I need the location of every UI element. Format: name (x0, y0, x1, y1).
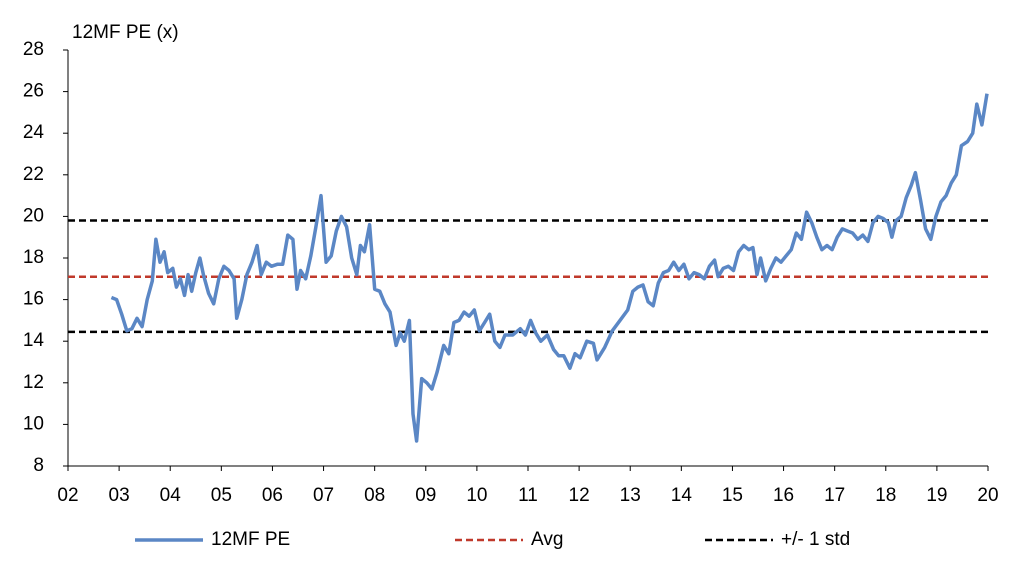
data-line (110, 93, 989, 443)
x-tick-label: 10 (466, 485, 487, 506)
x-tick-label: 07 (313, 485, 334, 506)
x-tick-label: 03 (109, 485, 130, 506)
y-tick-label: 22 (23, 164, 44, 185)
legend-label: +/- 1 std (781, 529, 850, 550)
x-tick-label: 12 (569, 485, 590, 506)
x-tick-label: 11 (518, 485, 538, 506)
x-tick-label: 05 (211, 485, 232, 506)
y-tick-label: 18 (23, 247, 44, 268)
legend-label: Avg (531, 529, 563, 550)
x-tick-label: 15 (722, 485, 743, 506)
x-tick-label: 20 (977, 485, 998, 506)
y-axis-title: 12MF PE (x) (72, 22, 179, 43)
y-tick-label: 16 (23, 289, 44, 310)
x-tick-label: 13 (620, 485, 641, 506)
y-tick-label: 10 (23, 413, 44, 434)
x-tick-label: 09 (415, 485, 436, 506)
x-tick-label: 02 (57, 485, 78, 506)
x-tick-label: 17 (824, 485, 845, 506)
x-tick-label: 19 (926, 485, 947, 506)
y-tick-label: 26 (23, 81, 44, 102)
y-tick-label: 8 (33, 455, 44, 476)
y-tick-label: 20 (23, 205, 44, 226)
x-tick-label: 14 (671, 485, 693, 506)
legend-label: 12MF PE (211, 529, 290, 550)
y-tick-label: 12 (23, 372, 44, 393)
x-tick-label: 16 (773, 485, 794, 506)
y-tick-label: 24 (23, 122, 45, 143)
y-tick-label: 14 (23, 330, 45, 351)
y-tick-label: 28 (23, 39, 44, 60)
x-tick-label: 18 (875, 485, 896, 506)
x-tick-label: 06 (262, 485, 283, 506)
x-tick-label: 08 (364, 485, 385, 506)
x-tick-label: 04 (160, 485, 182, 506)
